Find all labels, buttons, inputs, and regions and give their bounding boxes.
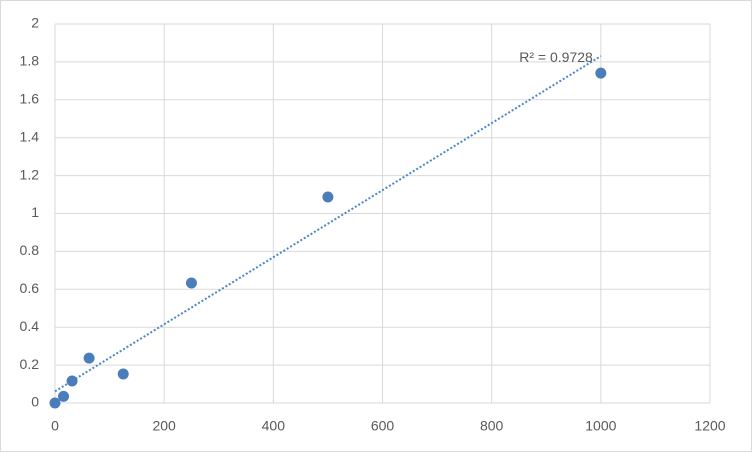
x-tick-label: 1000 [585, 418, 616, 434]
x-tick-label: 800 [480, 418, 504, 434]
y-tick-label: 2 [31, 15, 39, 31]
y-tick-label: 0.4 [20, 318, 40, 334]
x-tick-label: 600 [371, 418, 395, 434]
y-tick-label: 0.8 [20, 242, 40, 258]
x-tick-label: 1200 [694, 418, 725, 434]
y-tick-label: 1 [31, 204, 39, 220]
y-tick-label: 1.8 [20, 53, 40, 69]
trendline-label: R² = 0.9728 [519, 49, 593, 65]
point [49, 397, 61, 409]
point [595, 67, 607, 79]
y-tick-label: 1.6 [20, 91, 40, 107]
point [322, 191, 334, 203]
point [185, 277, 197, 289]
point [117, 368, 129, 380]
point [58, 390, 70, 402]
y-tick-label: 1.4 [20, 128, 40, 144]
point [66, 375, 78, 387]
y-tick-label: 0.6 [20, 280, 40, 296]
y-tick-label: 0 [31, 394, 39, 410]
x-tick-label: 0 [51, 418, 59, 434]
x-tick-label: 200 [152, 418, 176, 434]
trendline [54, 55, 602, 393]
y-tick-label: 0.2 [20, 356, 40, 372]
x-tick-label: 400 [262, 418, 286, 434]
point [83, 352, 95, 364]
y-tick-label: 1.2 [20, 166, 40, 182]
